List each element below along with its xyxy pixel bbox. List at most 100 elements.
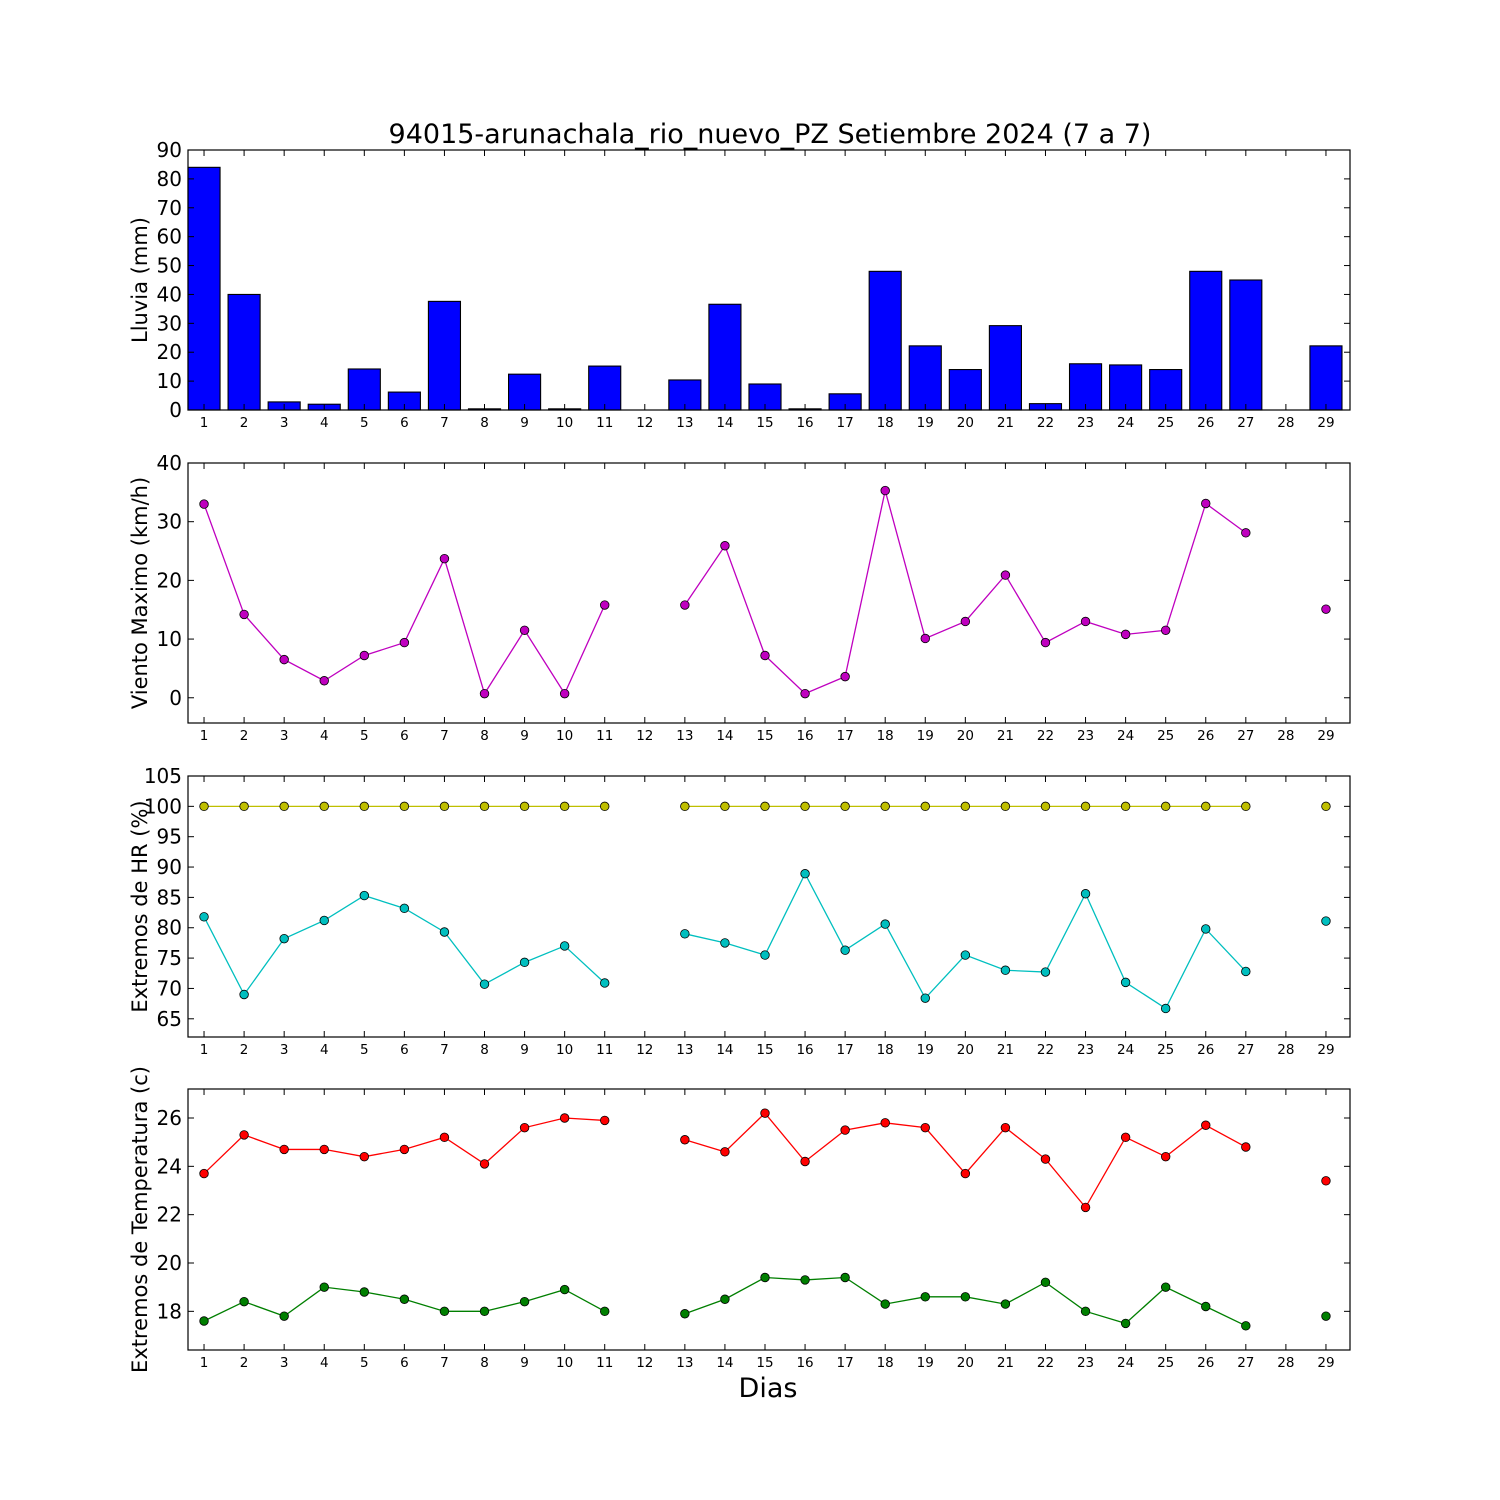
data-point	[239, 989, 249, 1000]
data-point	[1000, 570, 1011, 580]
series-2	[199, 1272, 1331, 1331]
data-point	[1000, 1299, 1011, 1309]
data-point	[1241, 966, 1251, 977]
data-point	[840, 1272, 850, 1283]
x-tick-label: 11	[596, 728, 613, 744]
x-tick-label: 24	[1117, 1042, 1134, 1058]
bar	[1189, 270, 1223, 411]
axes-frame	[187, 149, 1351, 411]
data-point	[1160, 625, 1171, 635]
x-tick-label: 25	[1157, 415, 1174, 431]
data-point	[1080, 1306, 1091, 1317]
x-tick-label: 13	[676, 1042, 693, 1058]
data-point	[880, 801, 890, 812]
data-point	[559, 1284, 570, 1295]
x-tick-label: 14	[716, 1042, 733, 1058]
data-point	[720, 541, 730, 551]
data-point	[1321, 604, 1331, 614]
data-point	[279, 801, 289, 812]
y-tick-label: 40	[157, 282, 182, 306]
data-point	[1241, 528, 1251, 538]
y-tick-label: 0	[169, 686, 182, 710]
x-tick-label: 22	[1037, 415, 1054, 431]
x-tick-label: 25	[1157, 1355, 1174, 1371]
y-tick-label: 26	[157, 1106, 182, 1130]
x-tick-label: 27	[1237, 1355, 1254, 1371]
x-tick-label: 18	[877, 1355, 894, 1371]
x-axis-label: Dias	[739, 1373, 798, 1404]
x-tick-label: 26	[1197, 728, 1214, 744]
data-point	[960, 616, 971, 627]
x-tick-label: 3	[280, 415, 289, 431]
x-tick-label: 6	[400, 1355, 409, 1371]
series-2	[199, 869, 1331, 1014]
y-tick-label: 95	[157, 825, 182, 849]
x-tick-label: 2	[240, 415, 249, 431]
x-tick-label: 20	[957, 1042, 974, 1058]
y-tick-label: 30	[157, 510, 182, 534]
x-tick-label: 29	[1317, 728, 1334, 744]
data-point	[359, 1287, 370, 1297]
x-tick-label: 28	[1277, 728, 1294, 744]
data-point	[399, 903, 410, 914]
data-point	[920, 1292, 930, 1302]
data-point	[1120, 1132, 1131, 1143]
x-tick-label: 7	[440, 415, 449, 431]
x-tick-label: 15	[756, 415, 773, 431]
x-tick-label: 12	[636, 728, 653, 744]
x-tick-label: 20	[957, 728, 974, 744]
y-tick-label: 65	[157, 1007, 182, 1031]
bar	[427, 300, 462, 411]
x-tick-label: 3	[280, 728, 289, 744]
data-point	[1201, 801, 1211, 812]
x-tick-label: 17	[837, 1042, 854, 1058]
y-tick-label: 100	[144, 794, 182, 818]
data-point	[399, 801, 410, 812]
x-tick-label: 19	[917, 415, 934, 431]
data-point	[559, 1113, 570, 1123]
bar	[908, 345, 942, 411]
data-point	[439, 1132, 450, 1143]
data-point	[960, 1292, 971, 1302]
x-tick-label: 25	[1157, 728, 1174, 744]
data-point	[960, 1168, 971, 1179]
y-tick-label: 30	[157, 311, 182, 335]
x-tick-label: 29	[1317, 1042, 1334, 1058]
x-tick-label: 6	[400, 415, 409, 431]
x-tick-label: 9	[520, 1042, 529, 1058]
data-point	[680, 1309, 690, 1319]
data-point	[199, 1316, 209, 1326]
data-point	[279, 1311, 289, 1321]
data-point	[1160, 1151, 1171, 1162]
axes-frame	[187, 462, 1351, 724]
y-tick-label: 24	[157, 1154, 182, 1178]
x-tick-label: 15	[756, 1042, 773, 1058]
data-point	[1080, 1202, 1091, 1213]
data-point	[239, 801, 249, 812]
y-tick-label: 10	[157, 627, 182, 651]
data-point	[399, 637, 410, 648]
x-tick-label: 19	[917, 728, 934, 744]
data-point	[519, 957, 530, 968]
data-point	[239, 609, 249, 620]
data-point	[800, 869, 810, 879]
x-tick-label: 20	[957, 415, 974, 431]
data-point	[439, 801, 450, 812]
x-tick-label: 21	[997, 1042, 1014, 1058]
x-tick-label: 18	[877, 1042, 894, 1058]
x-tick-label: 19	[917, 1042, 934, 1058]
y-axis-label: Lluvia (mm)	[128, 217, 152, 343]
bar	[227, 293, 261, 411]
data-point	[1241, 1142, 1251, 1152]
x-tick-label: 23	[1077, 415, 1094, 431]
x-tick-label: 27	[1237, 1042, 1254, 1058]
data-point	[800, 1275, 810, 1285]
data-point	[1201, 1301, 1211, 1312]
y-tick-label: 22	[157, 1203, 182, 1227]
chart-title: 94015-arunachala_rio_nuevo_PZ Setiembre …	[389, 119, 1152, 150]
data-point	[840, 1125, 850, 1135]
data-point	[840, 671, 850, 682]
x-tick-label: 4	[320, 415, 329, 431]
data-point	[1040, 967, 1051, 977]
